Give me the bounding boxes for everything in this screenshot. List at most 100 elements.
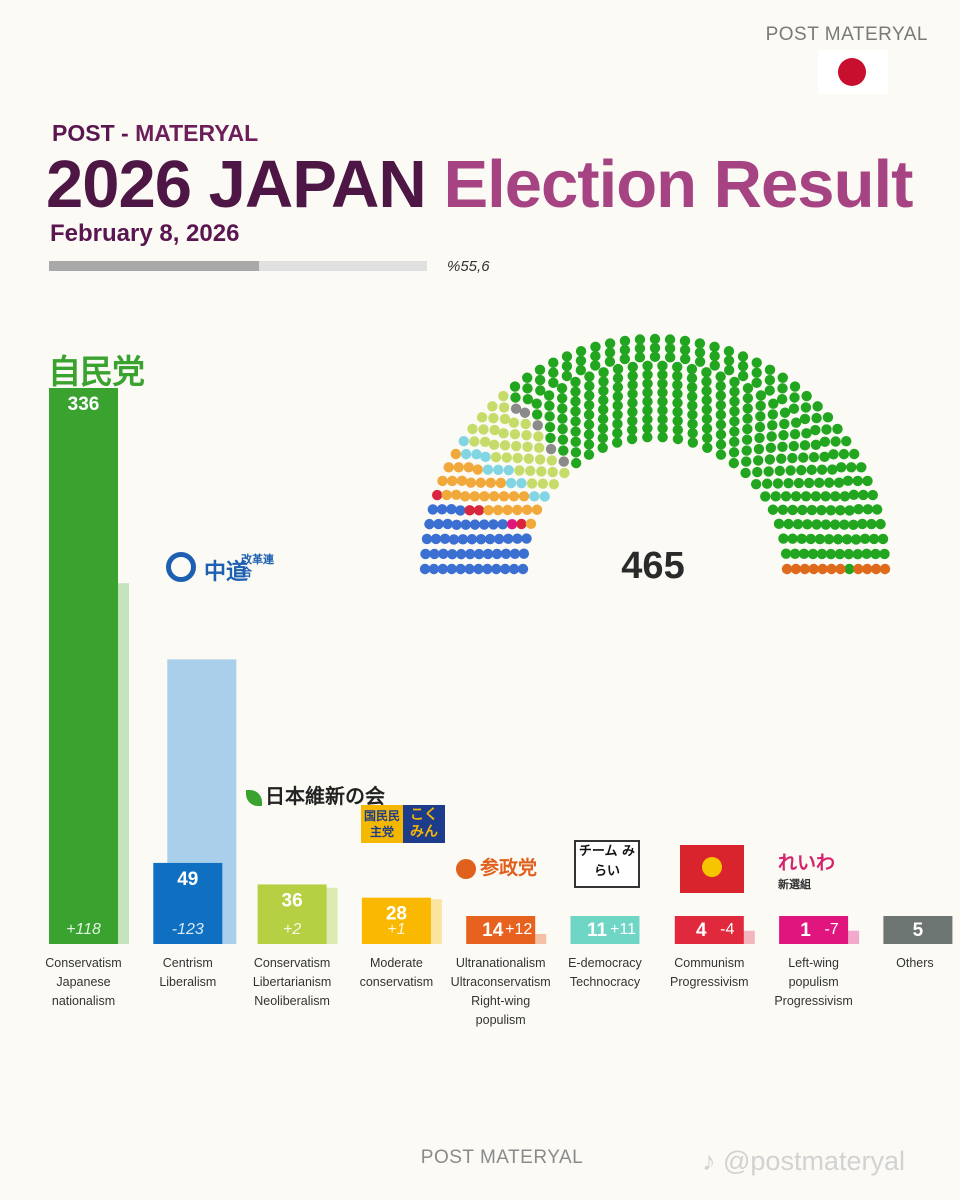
change-label-ldp: +118 [66,921,101,938]
seat-dot-ldp [672,379,683,391]
seat-dot-cra [488,519,499,530]
seat-dot-ldp [859,533,871,545]
seat-dot-ldp [522,372,533,383]
seat-dot-ishin [537,478,549,489]
seat-dot-ldp [853,504,864,515]
seat-dot-cra [457,534,469,545]
category-label-ldp: Conservatism [45,956,121,970]
seat-dot-ldp [649,333,661,345]
seat-dot-ldp [715,399,727,411]
seat-dot-ishin [498,428,509,439]
seat-dot-ldp [687,418,698,430]
seat-dot-dpfp [447,475,458,487]
seat-dot-ldp [612,372,624,384]
seat-dot-ldp [742,423,753,435]
seat-dot-ldp [672,433,684,445]
seat-dot-ldp [779,418,790,430]
seat-dot-ldp [642,387,653,398]
seat-dot-ldp [619,353,631,365]
seat-dot-ldp [627,370,638,382]
seat-dot-ldp [612,400,623,411]
seat-dot-ldp [844,505,855,516]
seat-dot-ldp [642,369,653,380]
category-label-mirai: E-democracy [568,956,642,970]
seat-dot-ldp [740,467,751,479]
previous-bar-sanseito [531,934,547,944]
seat-dot-ldp [642,423,653,434]
seat-dot-sanseito [870,563,882,575]
seat-dot-ldp [612,363,624,375]
seat-dot-ldp [548,377,559,388]
seat-dot-ldp [611,437,623,448]
seat-dot-mirai [493,464,504,476]
seat-dot-ldp [788,440,800,452]
seat-dot-ldp [612,418,623,430]
turnout-bar [49,261,427,271]
seat-dot-ishin [525,465,536,477]
change-label-mirai: +11 [610,921,636,938]
brand-watermark-top: POST MATERYAL [765,24,928,45]
seat-dot-cra [512,533,523,544]
seat-dot-ldp [701,413,713,425]
seat-dot-ldp [619,344,631,356]
seat-dot-cra [500,548,512,560]
seat-dot-cra [497,519,508,530]
seat-dot-ldp [803,477,815,489]
seat-dot-jcp [432,489,443,501]
seat-dot-cra [446,563,457,575]
seat-dot-others [519,407,531,418]
seat-dot-cra [442,518,453,530]
seat-dot-ldp [737,361,749,372]
jcp-sun-icon [702,857,722,877]
seat-dot-cra [451,519,462,531]
category-label-ldp: nationalism [52,994,115,1008]
seat-dot-ldp [584,390,595,401]
seat-dot-ishin [476,412,488,423]
seat-dot-sanseito [879,563,891,575]
seat-dot-ldp [672,406,683,418]
seat-dot-ldp [701,432,713,444]
seat-dot-dpfp [469,491,480,502]
seat-dot-ldp [827,464,838,475]
seat-dot-ldp [679,344,691,356]
category-label-ishin: Neoliberalism [254,994,330,1008]
seat-dot-ldp [767,420,778,431]
seat-dot-ldp [810,491,822,502]
seat-dot-ldp [715,380,726,392]
seat-dot-ldp [755,390,767,401]
seat-dot-ldp [575,364,587,376]
seat-dot-ldp [627,415,638,427]
seat-dot-ldp [597,413,609,425]
seat-dot-ldp [686,372,698,384]
seat-dot-ishin [510,440,522,452]
header-brand-left: POST - [52,120,129,146]
seat-dot-ldp [841,436,852,447]
seat-dot-ldp [805,533,817,545]
seat-dot-ldp [832,423,843,435]
seat-dot-ldp [753,443,765,455]
seat-dot-dpfp [518,491,530,502]
seat-dot-dpfp [531,504,543,515]
seat-dot-ldp [816,548,828,560]
seat-dot-ldp [765,442,777,454]
seat-dot-ldp [800,402,812,413]
seat-dot-ldp [715,449,727,460]
seat-dot-ishin [546,455,557,466]
category-label-reiwa: Progressivism [774,994,853,1008]
seat-dot-ldp [729,386,740,397]
seat-dot-cra [482,563,493,575]
seat-dot-ldp [770,491,781,502]
seat-dot-ldp [867,489,878,501]
seat-dot-cra [427,504,439,515]
seat-dot-ldp [709,360,720,371]
seat-dot-ldp [766,431,777,442]
seat-dot-cra [438,548,449,560]
seat-dot-ldp [534,374,546,386]
seat-dot-ldp [729,436,740,448]
seat-dot-ldp [788,403,800,414]
title-dark-part: 2026 JAPAN [46,147,427,222]
seat-dot-ldp [822,412,834,423]
seat-dot-cra [493,533,505,545]
seat-dot-ldp [561,361,573,372]
